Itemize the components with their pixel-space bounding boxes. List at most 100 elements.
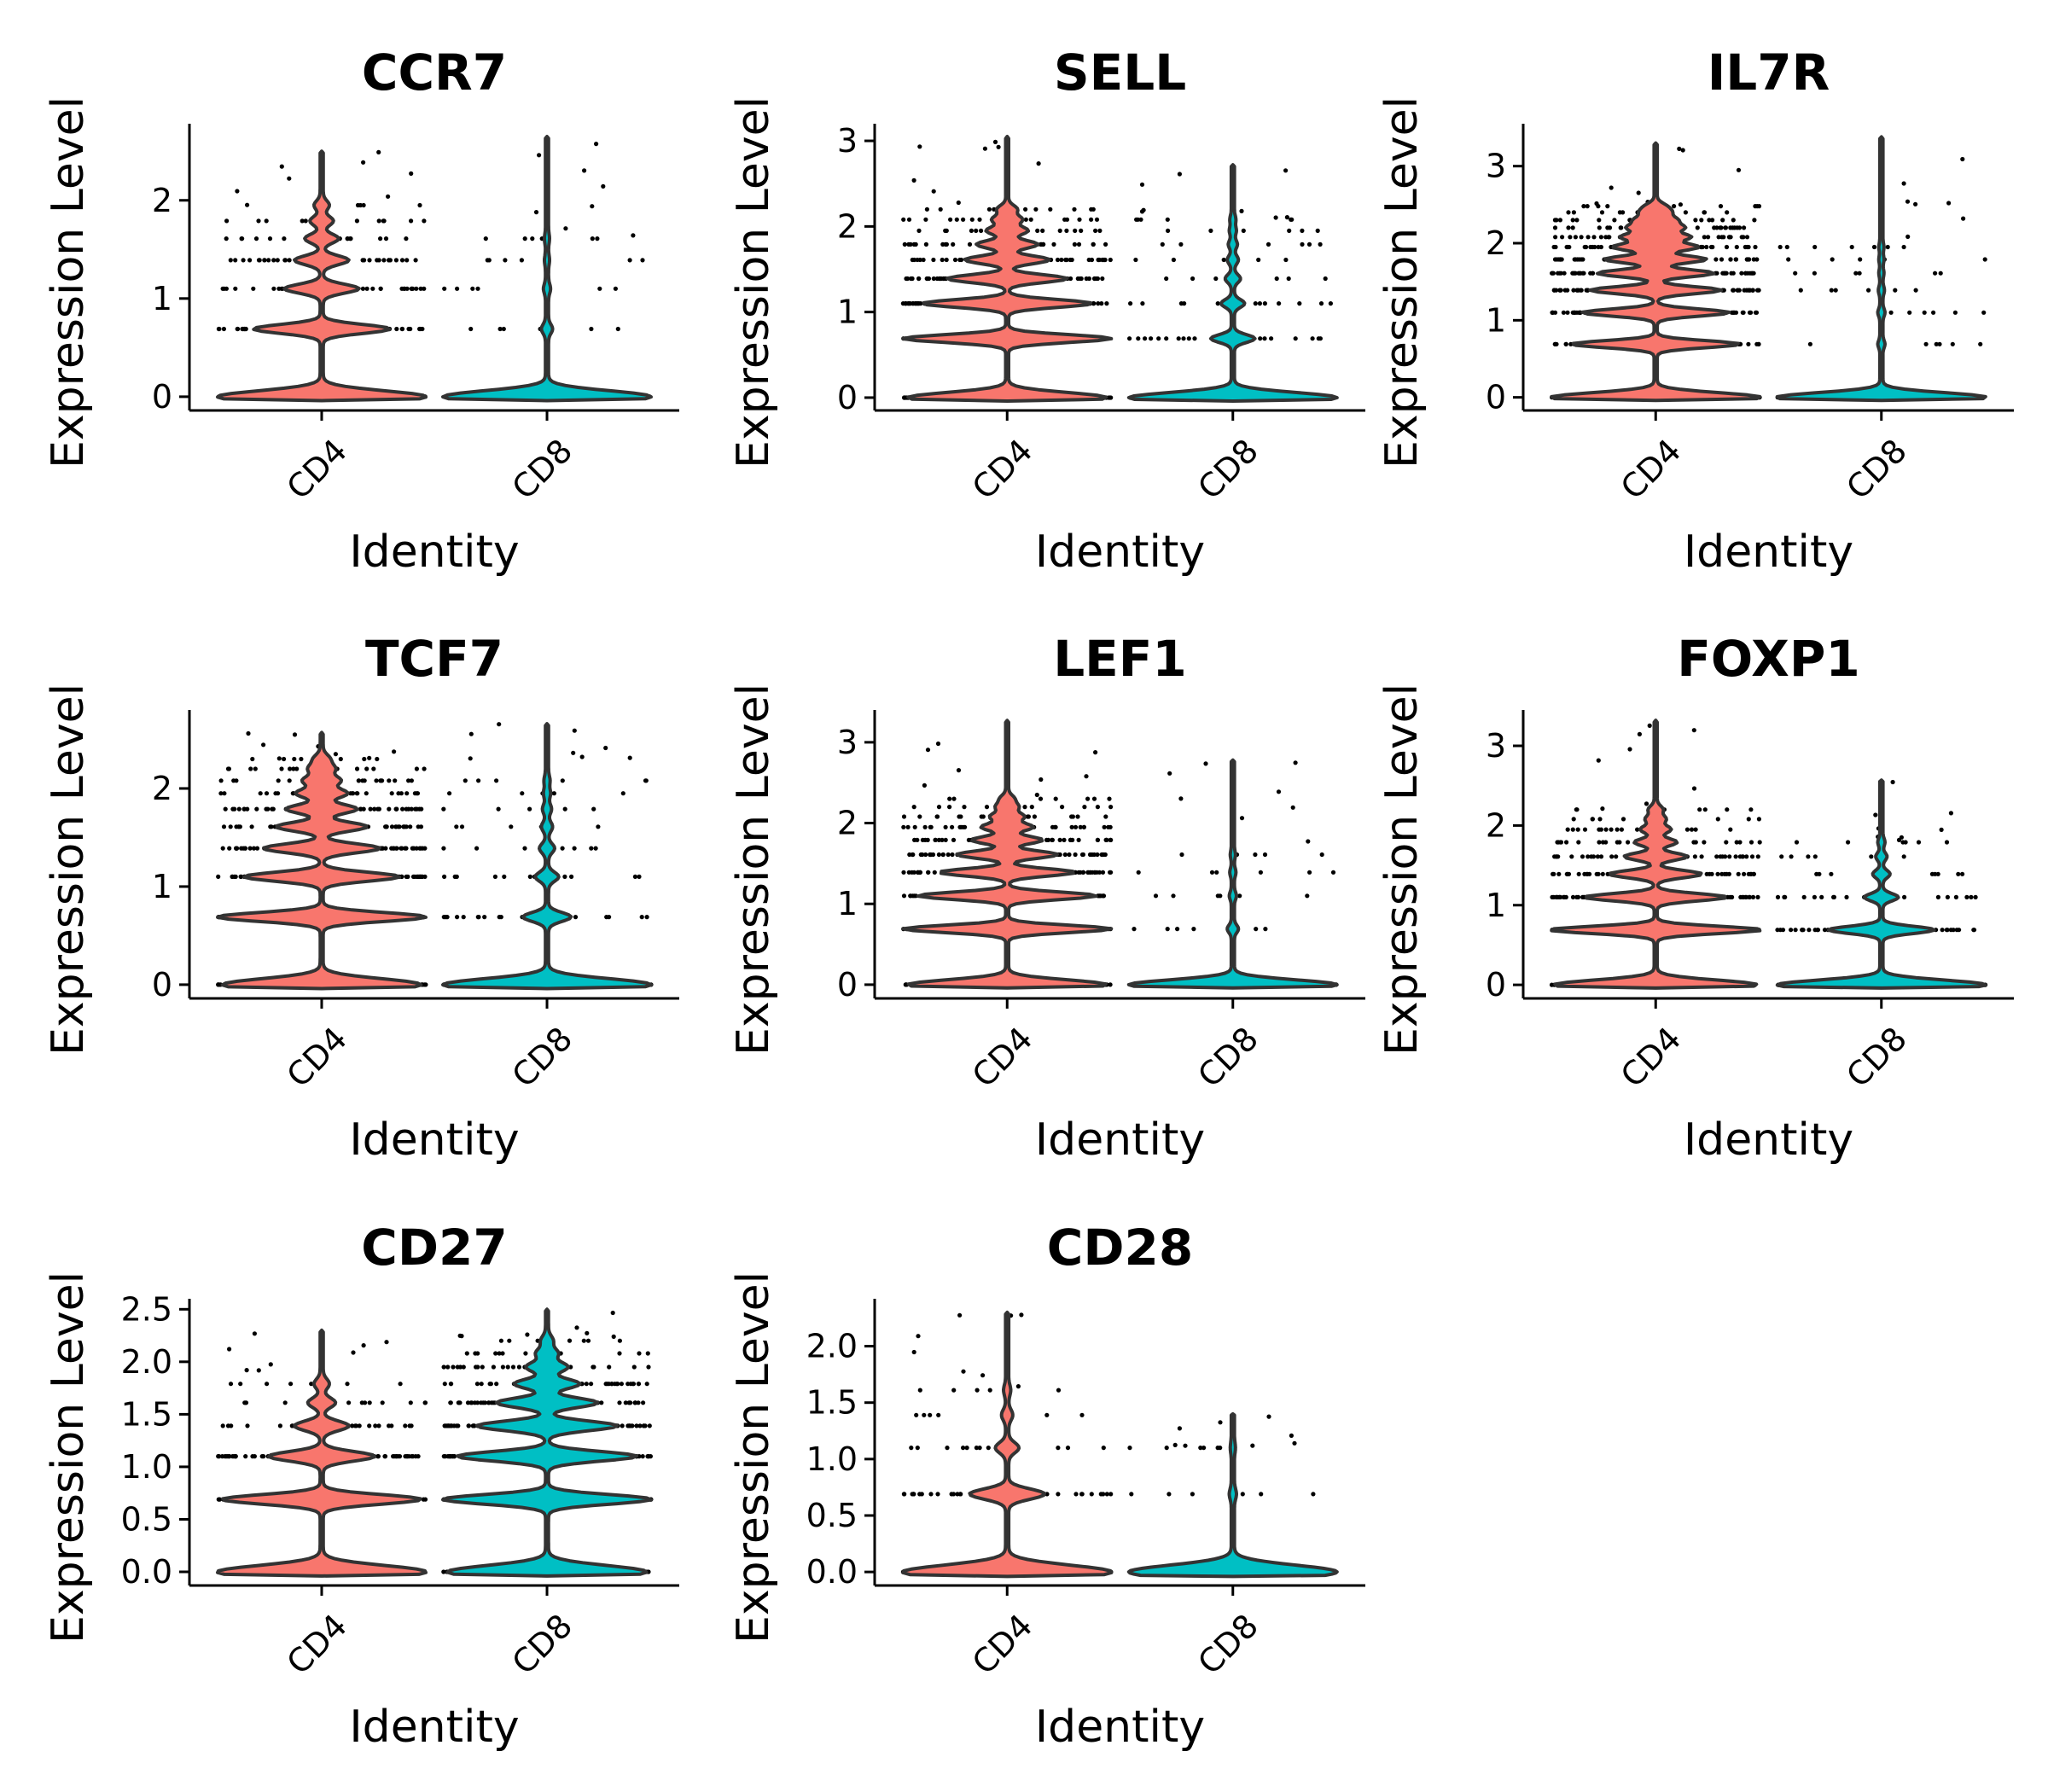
data-point [1691, 728, 1696, 733]
data-point [1557, 288, 1562, 293]
data-point [1106, 824, 1111, 829]
violin-cd8 [1126, 163, 1339, 403]
data-point [527, 806, 532, 812]
data-point [1752, 218, 1757, 223]
data-point [1177, 172, 1182, 177]
data-point [940, 852, 945, 858]
data-point [1171, 257, 1176, 263]
data-point [1164, 276, 1169, 282]
data-point [423, 982, 428, 987]
data-point [1830, 257, 1835, 262]
x-tick-label: CD8 [505, 1020, 580, 1095]
data-point [393, 778, 398, 783]
data-point [961, 217, 966, 222]
data-point [1594, 871, 1599, 876]
data-point [947, 805, 952, 810]
data-point [1596, 244, 1601, 250]
data-point [1555, 840, 1560, 845]
data-point [418, 286, 423, 291]
data-point [1102, 824, 1107, 829]
data-point [639, 915, 644, 920]
y-tick-label: 2 [1486, 224, 1506, 262]
data-point [537, 153, 542, 158]
data-point [1714, 271, 1719, 276]
data-point [1747, 257, 1752, 262]
data-point [916, 301, 921, 306]
data-point [220, 286, 225, 291]
data-point [1330, 870, 1336, 875]
data-point [1032, 814, 1037, 819]
data-point [945, 852, 951, 858]
data-point [1570, 894, 1576, 899]
data-point [1858, 257, 1863, 262]
data-point [1136, 336, 1141, 341]
data-point [1127, 336, 1132, 341]
data-point [522, 236, 527, 241]
data-point [394, 806, 399, 812]
data-point [459, 824, 465, 829]
data-point [1903, 840, 1908, 845]
data-point [409, 1423, 414, 1428]
data-point [1051, 241, 1056, 247]
data-point [1807, 341, 1812, 346]
data-point [1969, 894, 1974, 899]
data-point [1283, 168, 1289, 173]
data-point [601, 183, 606, 189]
data-point [292, 732, 298, 737]
data-point [1297, 301, 1302, 306]
data-point [596, 824, 601, 829]
data-point [1933, 871, 1938, 876]
data-point [387, 778, 392, 783]
data-point [496, 806, 501, 812]
data-point [905, 824, 911, 829]
data-point [1733, 854, 1738, 859]
data-point [454, 824, 459, 829]
data-point [560, 846, 565, 851]
data-point [620, 791, 625, 796]
data-point [288, 766, 293, 771]
data-point [932, 870, 937, 875]
data-point [346, 1400, 352, 1405]
data-point [403, 1423, 408, 1428]
data-point [351, 1350, 356, 1355]
data-point [403, 824, 408, 829]
data-point [1798, 288, 1803, 293]
y-tick-label: 3 [837, 724, 858, 761]
data-point [1931, 310, 1936, 315]
data-point [235, 846, 240, 851]
data-point [1186, 336, 1191, 341]
data-point [292, 756, 297, 762]
data-point [1683, 210, 1688, 215]
data-point [364, 766, 369, 771]
data-point [928, 824, 934, 829]
data-point [1756, 341, 1761, 346]
data-point [1082, 805, 1087, 810]
data-point [969, 228, 974, 233]
data-point [1033, 207, 1039, 212]
data-point [279, 766, 284, 771]
data-point [282, 258, 288, 263]
data-point [1707, 871, 1712, 876]
data-point [408, 1400, 413, 1405]
data-point [923, 217, 928, 222]
y-tick-label: 1 [1486, 887, 1506, 924]
data-point [411, 846, 416, 851]
data-point [916, 228, 922, 233]
data-point [1793, 928, 1798, 933]
data-point [256, 258, 262, 263]
data-point [238, 1382, 243, 1387]
data-point [1719, 871, 1725, 876]
data-point [1256, 257, 1261, 263]
data-point [399, 846, 404, 851]
data-point [1574, 288, 1580, 293]
data-point [233, 1454, 238, 1459]
data-point [282, 236, 287, 241]
data-point [1048, 207, 1053, 212]
data-point [1755, 854, 1760, 859]
data-point [1582, 827, 1588, 832]
data-point [1305, 893, 1310, 899]
data-point [1734, 244, 1739, 250]
data-point [1578, 288, 1584, 293]
violin-cd8 [1775, 135, 1987, 403]
